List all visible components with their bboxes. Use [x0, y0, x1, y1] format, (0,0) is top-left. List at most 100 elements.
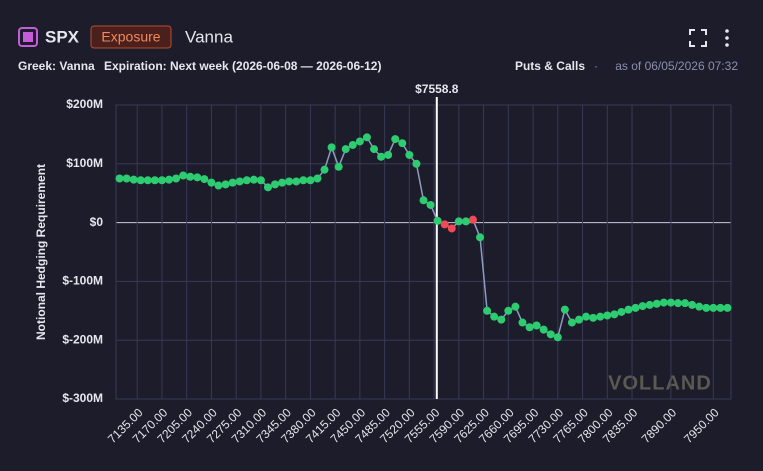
y-tick-label: $-200M [62, 332, 103, 346]
data-point [518, 318, 527, 327]
data-point [242, 176, 251, 185]
symbol-icon [18, 27, 38, 47]
data-point [461, 217, 470, 226]
data-point [412, 159, 421, 168]
data-point [476, 233, 485, 242]
data-point [362, 133, 371, 142]
data-point [193, 173, 202, 182]
data-point [150, 176, 159, 185]
data-point [249, 175, 258, 184]
data-point [186, 172, 195, 181]
data-point [468, 215, 477, 224]
data-point [610, 310, 619, 319]
data-point [688, 300, 697, 309]
data-point [645, 300, 654, 309]
data-point [143, 176, 152, 185]
data-point [228, 178, 237, 187]
data-point [391, 135, 400, 144]
data-point [200, 175, 209, 184]
data-point [306, 176, 315, 185]
data-point [313, 174, 322, 183]
data-point [638, 302, 647, 311]
data-point [165, 175, 174, 184]
spot-label: $7558.8 [415, 82, 459, 96]
data-point [348, 140, 357, 149]
data-point [483, 306, 492, 315]
data-point [582, 312, 591, 321]
fullscreen-button[interactable] [689, 29, 707, 47]
side[interactable]: Puts & Calls [515, 59, 585, 73]
data-point [172, 174, 181, 183]
menu-button[interactable] [725, 29, 729, 47]
data-point [596, 312, 605, 321]
data-point [221, 180, 230, 189]
data-point [539, 325, 548, 334]
data-point [575, 315, 584, 324]
data-point [695, 302, 704, 311]
data-point [292, 177, 301, 186]
data-point [497, 315, 506, 324]
data-point [525, 323, 534, 332]
data-point [652, 299, 661, 308]
data-point [341, 145, 350, 154]
data-point [666, 298, 675, 307]
badge: Exposure [101, 29, 160, 45]
data-point [214, 181, 223, 190]
data-point [426, 200, 435, 209]
separator: · [594, 59, 598, 73]
data-point [370, 145, 379, 154]
data-point [419, 196, 428, 205]
data-point [285, 177, 294, 186]
data-point [673, 299, 682, 308]
badge-bg [90, 25, 172, 49]
data-point [709, 303, 718, 312]
data-point [560, 305, 569, 314]
y-tick-label: $-100M [62, 274, 103, 288]
y-tick-label: $200M [66, 97, 103, 111]
data-point [447, 224, 456, 233]
plot-border [115, 104, 732, 400]
greek-title: Vanna [185, 27, 233, 46]
y-tick-label: $0 [90, 215, 104, 229]
data-point [553, 333, 562, 342]
greek: Greek: Vanna [18, 59, 95, 73]
data-point [256, 176, 265, 185]
data-point [299, 176, 308, 185]
data-point [440, 220, 449, 229]
data-point [433, 216, 442, 225]
data-point [624, 305, 633, 314]
symbol-icon-fill [23, 32, 33, 42]
y-tick-label: $-300M [62, 391, 103, 405]
data-point [405, 150, 414, 159]
data-point [263, 183, 272, 192]
data-point [278, 178, 287, 187]
data-point [207, 178, 216, 187]
data-point [546, 330, 555, 339]
data-point [659, 298, 668, 307]
data-point [589, 313, 598, 322]
data-point [179, 171, 188, 180]
data-point [334, 162, 343, 171]
y-axis-label: Notional Hedging Requirement [34, 164, 48, 340]
data-point [271, 180, 280, 189]
data-point [377, 152, 386, 161]
data-point [716, 303, 725, 312]
data-point [454, 217, 463, 226]
data-point [235, 177, 244, 186]
data-point [567, 318, 576, 327]
expiration: Expiration: Next week (2026-06-08 — 2026… [104, 59, 381, 73]
data-point [511, 302, 520, 311]
data-point [157, 176, 166, 185]
data-point [723, 303, 732, 312]
data-point [631, 303, 640, 312]
data-point [617, 307, 626, 316]
data-point [355, 137, 364, 146]
symbol: SPX [45, 27, 80, 46]
data-point [384, 150, 393, 159]
data-point [129, 175, 138, 184]
data-point [136, 176, 145, 185]
y-tick-label: $100M [66, 156, 103, 170]
